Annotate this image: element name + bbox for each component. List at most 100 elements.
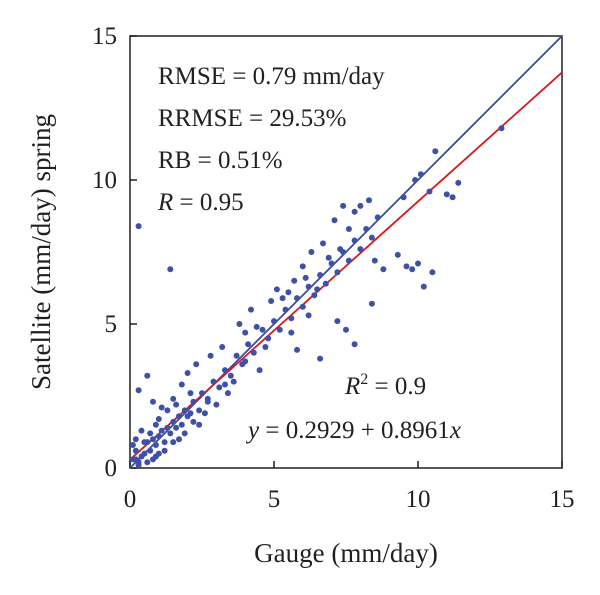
data-point [158, 427, 165, 434]
data-point [328, 260, 335, 267]
data-point [150, 398, 156, 405]
x-tick-label-0: 0 [124, 486, 137, 513]
data-point [173, 401, 180, 408]
data-point [380, 266, 387, 273]
data-point [273, 286, 280, 293]
data-point [268, 298, 275, 304]
data-point [141, 439, 148, 446]
data-point [351, 208, 358, 215]
data-point [357, 202, 364, 209]
data-point [299, 263, 306, 270]
data-point [207, 352, 214, 359]
data-point [236, 321, 243, 327]
data-point [193, 361, 200, 368]
data-point [158, 404, 165, 411]
data-point [400, 194, 407, 201]
data-point [449, 194, 456, 201]
data-point [291, 277, 298, 284]
r-value: = 0.95 [173, 189, 243, 216]
data-point [230, 378, 237, 385]
data-point [415, 260, 421, 267]
data-point [314, 286, 321, 293]
data-point [216, 384, 223, 391]
data-point [443, 191, 450, 198]
eq-body: = 0.2929 + 0.8961 [259, 417, 450, 444]
data-point [498, 125, 505, 132]
data-point [403, 263, 410, 270]
data-point [184, 370, 191, 376]
data-point [432, 148, 439, 155]
eq-y-symbol: y [245, 417, 260, 444]
data-point [161, 447, 168, 454]
y-tick-label-10: 10 [92, 167, 117, 194]
rb-label: RB = 0.51% [158, 147, 283, 174]
y-tick-label-15: 15 [92, 23, 117, 50]
data-point [340, 202, 347, 209]
x-tick-label-5: 5 [268, 486, 281, 513]
data-point [325, 254, 332, 261]
data-point [311, 292, 318, 299]
data-point [305, 312, 312, 319]
data-point [204, 398, 211, 405]
r-squared-label: R2 = 0.9 [344, 371, 426, 400]
data-point [345, 257, 352, 264]
data-point [256, 367, 263, 374]
data-point [242, 329, 249, 336]
data-point [196, 421, 203, 428]
data-point [320, 240, 326, 247]
data-point [412, 177, 419, 183]
data-point [357, 246, 364, 253]
data-point [129, 442, 136, 448]
data-point [176, 436, 182, 443]
data-point [294, 346, 300, 353]
data-point [178, 381, 185, 388]
data-point [262, 344, 269, 350]
y-tick-label-5: 5 [105, 311, 118, 338]
x-axis-title: Gauge (mm/day) [254, 538, 438, 568]
data-point [288, 329, 295, 336]
data-point [138, 427, 145, 434]
data-point [135, 462, 142, 469]
data-point [334, 318, 341, 325]
data-point [368, 300, 375, 307]
r-symbol: R [157, 189, 173, 216]
data-point [351, 341, 358, 348]
data-point [150, 456, 156, 463]
data-point [181, 430, 188, 437]
data-point [343, 326, 349, 333]
data-point [420, 283, 427, 290]
data-point [132, 447, 139, 454]
data-point [308, 249, 315, 255]
data-point [337, 246, 344, 253]
data-point [302, 274, 309, 281]
data-point [170, 395, 177, 402]
data-point [317, 272, 324, 278]
data-point [279, 295, 286, 302]
data-point [187, 390, 194, 397]
data-point [331, 217, 338, 224]
fit-equation-label: y = 0.2929 + 0.8961x [245, 417, 461, 444]
data-point [271, 318, 277, 325]
data-point [201, 410, 208, 417]
data-point [147, 430, 154, 437]
data-point [219, 344, 226, 350]
plot-frame [129, 35, 563, 469]
data-point [190, 418, 197, 425]
r2-symbol: R [344, 373, 360, 400]
data-point [368, 234, 375, 241]
data-point [150, 436, 156, 443]
data-point [242, 358, 249, 365]
data-point [455, 179, 462, 186]
data-point [155, 416, 162, 422]
x-tick-label-10: 10 [406, 486, 431, 513]
data-point [135, 387, 142, 394]
data-point [164, 424, 171, 431]
data-point [265, 335, 272, 342]
data-point [222, 381, 228, 388]
r-label: R = 0.95 [157, 189, 244, 216]
data-point [196, 407, 203, 414]
data-point [222, 367, 228, 374]
data-point [164, 407, 171, 414]
data-point [426, 188, 433, 195]
